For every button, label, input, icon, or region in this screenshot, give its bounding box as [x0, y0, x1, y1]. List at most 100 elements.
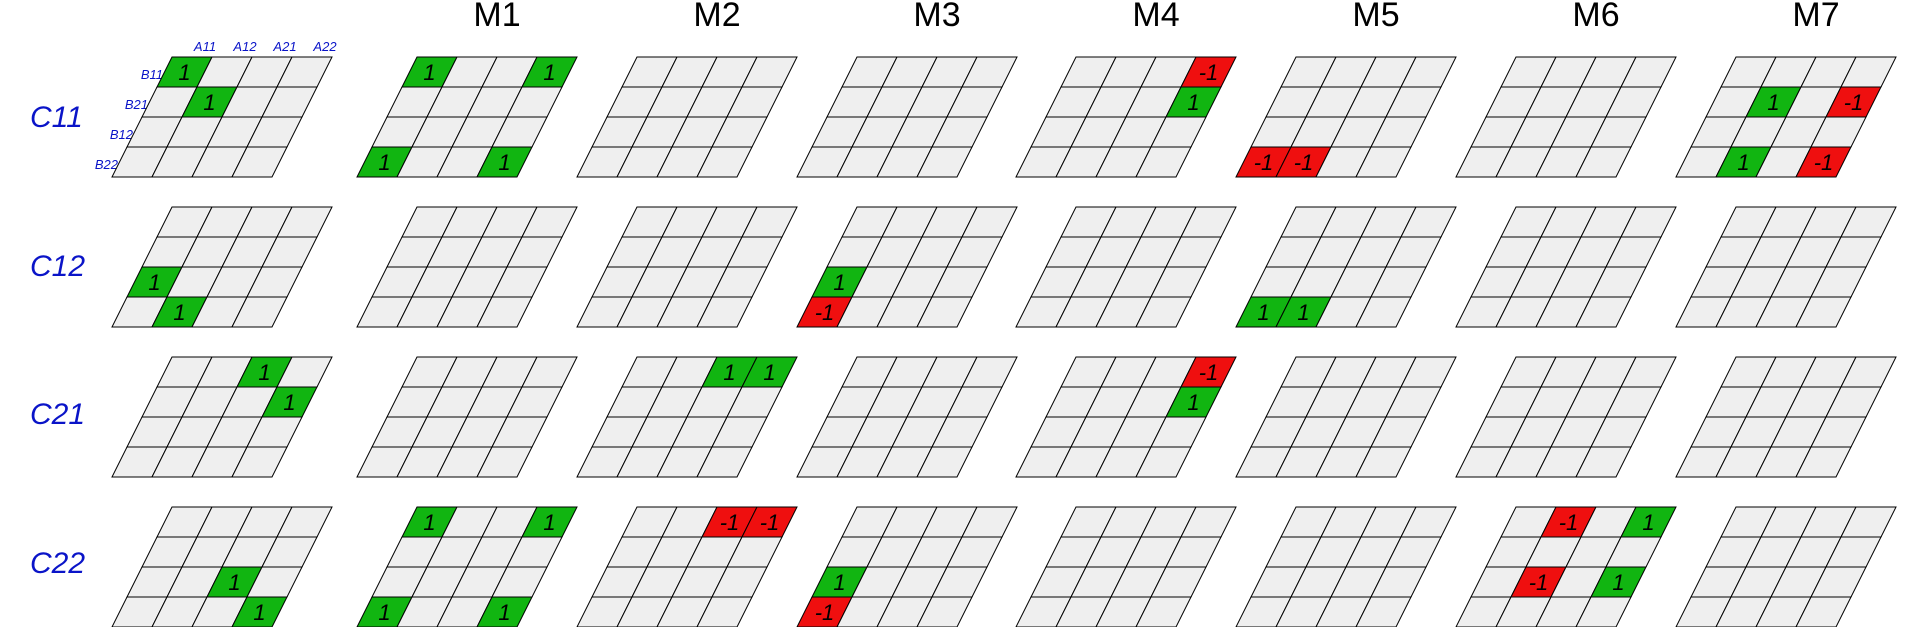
cell-value: -1 — [1844, 90, 1864, 115]
grid-cell — [1355, 596, 1412, 627]
grid-cell — [1575, 446, 1632, 478]
cell-value: -1 — [1559, 510, 1579, 535]
grid-cell — [696, 296, 753, 328]
b-label-b12: B12 — [110, 127, 134, 142]
grid-cell — [1355, 446, 1412, 478]
a-label-a11: A11 — [193, 39, 216, 54]
grid-r0-c3 — [796, 56, 1018, 178]
grid-cell — [476, 446, 533, 478]
grid-r2-c5 — [1235, 356, 1457, 478]
grid-cell — [231, 446, 288, 478]
grid-cell — [696, 146, 753, 178]
grid-cell — [1675, 596, 1732, 627]
cell-value: 1 — [1642, 510, 1654, 535]
grid-r0-c0: 11 — [111, 56, 333, 178]
grid-cell — [1135, 596, 1192, 627]
grid-cell-negative — [796, 596, 853, 627]
grid-r3-c7 — [1675, 506, 1897, 627]
grid-cell — [1575, 146, 1632, 178]
grid-r0-c7: 1 -1 1 -1 — [1675, 56, 1897, 178]
b-label-b22: B22 — [95, 157, 119, 172]
cell-value: 1 — [543, 60, 555, 85]
grid-cell — [1795, 596, 1852, 627]
cell-value: 1 — [228, 570, 240, 595]
grid-cell-negative — [1795, 146, 1852, 178]
a-label-a22: A22 — [312, 39, 337, 54]
row-headers: C11 C12 C21 C22 — [30, 101, 85, 580]
cell-value: 1 — [543, 510, 555, 535]
grid-r1-c6 — [1455, 206, 1677, 328]
column-header-m5: M5 — [1352, 0, 1399, 34]
cell-value: 1 — [1257, 300, 1269, 325]
grid-cell — [696, 446, 753, 478]
grid-cell — [916, 296, 973, 328]
grid-cell — [231, 146, 288, 178]
grid-cell-positive — [356, 596, 413, 627]
cell-value: 1 — [423, 510, 435, 535]
grid-r0-c4: -11 — [1015, 56, 1237, 178]
cell-value: 1 — [1767, 90, 1779, 115]
grid-r3-c4 — [1015, 506, 1237, 627]
grid-cell — [916, 446, 973, 478]
grid-r2-c0: 11 — [111, 356, 333, 478]
cell-value: 1 — [173, 300, 185, 325]
grid-r2-c4: -11 — [1015, 356, 1237, 478]
row-header-c21: C21 — [30, 398, 85, 431]
cell-value: 1 — [148, 270, 160, 295]
cell-value: -1 — [760, 510, 780, 535]
row-header-c11: C11 — [30, 101, 83, 134]
grid-cell — [111, 596, 168, 627]
cell-value: 1 — [1297, 300, 1309, 325]
grid-r3-c6: -1 1 -1 1 — [1455, 506, 1677, 627]
grid-cell — [1315, 596, 1372, 627]
cell-value: -1 — [1254, 150, 1274, 175]
grid-r2-c6 — [1455, 356, 1677, 478]
grid-cell — [876, 596, 933, 627]
grid-cell — [476, 296, 533, 328]
cell-value: 1 — [498, 150, 510, 175]
cell-value: 1 — [378, 600, 390, 625]
grid-cell — [1355, 146, 1412, 178]
grid-cell — [1095, 596, 1152, 627]
column-header-m3: M3 — [913, 0, 960, 34]
grid-cell — [396, 596, 453, 627]
cell-value: 1 — [498, 600, 510, 625]
grid-r3-c1: 1 1 1 1 — [356, 506, 578, 627]
grid-r3-c3: 1-1 — [796, 506, 1018, 627]
cell-value: -1 — [1294, 150, 1314, 175]
cell-value: 1 — [1737, 150, 1749, 175]
grid-r3-c5 — [1235, 506, 1457, 627]
cell-value: 1 — [378, 150, 390, 175]
grid-cell — [616, 596, 673, 627]
cell-value: 1 — [723, 360, 735, 385]
grid-r2-c1 — [356, 356, 578, 478]
row-header-c22: C22 — [30, 547, 85, 580]
grid-cell — [916, 146, 973, 178]
grid-cell — [1015, 596, 1072, 627]
grid-cell — [1495, 596, 1552, 627]
cell-value: 1 — [178, 60, 190, 85]
grid-cell — [1575, 596, 1632, 627]
column-header-m7: M7 — [1792, 0, 1839, 34]
cell-value: -1 — [1814, 150, 1834, 175]
cell-value: 1 — [423, 60, 435, 85]
cell-value: 1 — [833, 570, 845, 595]
cell-value: 1 — [253, 600, 265, 625]
cell-value: -1 — [1529, 570, 1549, 595]
grid-r0-c5: -1 -1 — [1235, 56, 1457, 178]
cell-value: 1 — [1187, 90, 1199, 115]
cell-value: 1 — [203, 90, 215, 115]
grid-cell-positive — [476, 146, 533, 178]
grid-cell — [151, 596, 208, 627]
column-header-m2: M2 — [693, 0, 740, 34]
cell-value: 1 — [258, 360, 270, 385]
cell-value: 1 — [833, 270, 845, 295]
grid-r2-c3 — [796, 356, 1018, 478]
grid-cell — [1135, 446, 1192, 478]
grid-r3-c0: 11 — [111, 506, 333, 627]
column-header-m6: M6 — [1572, 0, 1619, 34]
grid-cell — [836, 596, 893, 627]
grid-r1-c3: 1-1 — [796, 206, 1018, 328]
grid-r0-c6 — [1455, 56, 1677, 178]
